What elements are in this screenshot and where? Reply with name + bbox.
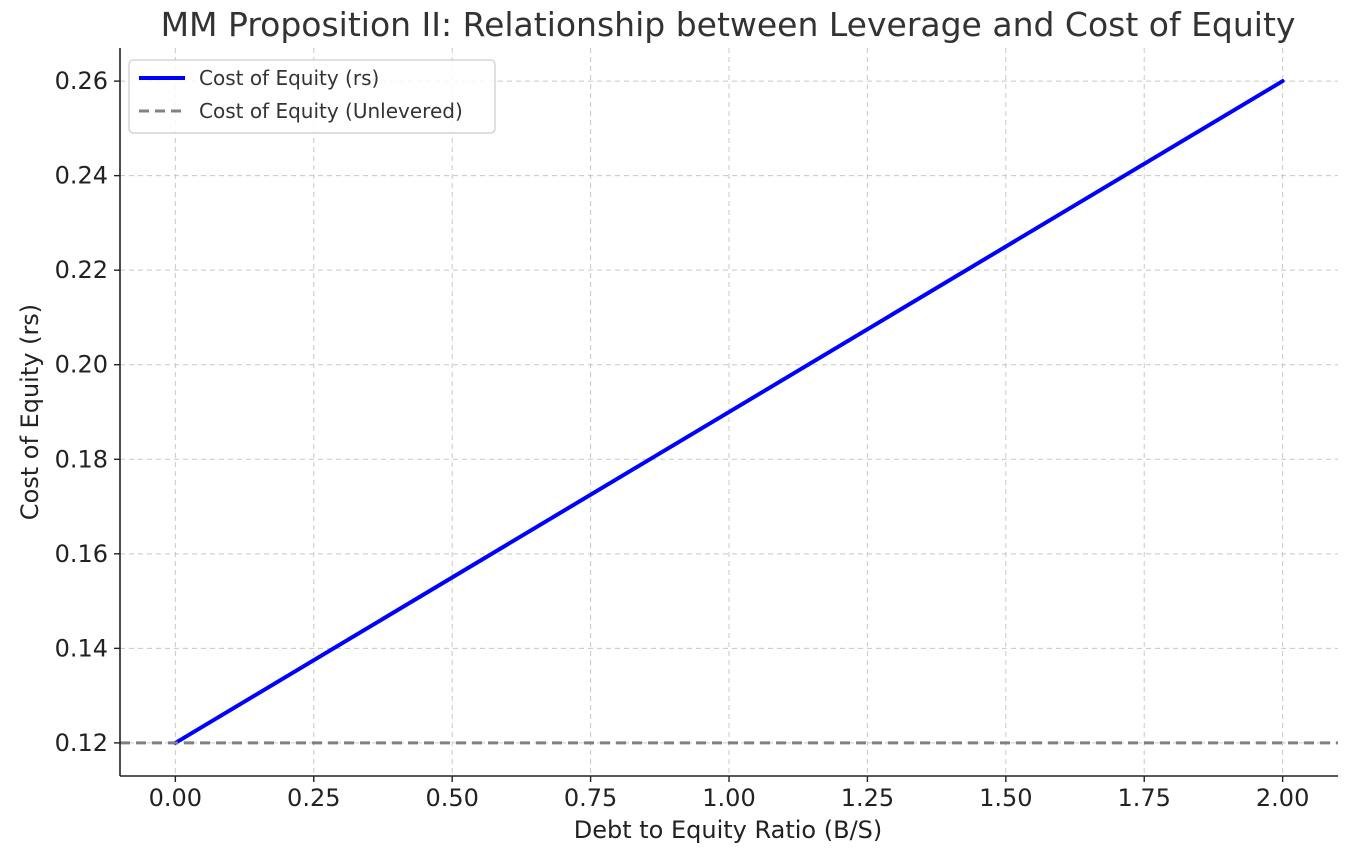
x-tick-label-6: 1.50 xyxy=(979,784,1032,812)
chart-title: MM Proposition II: Relationship between … xyxy=(161,5,1296,44)
x-tick-label-8: 2.00 xyxy=(1256,784,1309,812)
tick-labels: 0.00 0.25 0.50 0.75 1.00 1.25 1.50 1.75 2.00 0.12… xyxy=(55,67,1310,812)
x-tick-label-7: 1.75 xyxy=(1118,784,1171,812)
x-tick-label-2: 0.50 xyxy=(425,784,478,812)
y-tick-label-4: 0.20 xyxy=(55,351,108,379)
y-tick-label-2: 0.16 xyxy=(55,540,108,568)
y-axis-label: Cost of Equity (rs) xyxy=(16,304,44,520)
series-layer xyxy=(120,79,1338,745)
legend-label-rs: Cost of Equity (rs) xyxy=(199,66,379,90)
x-tick-label-3: 0.75 xyxy=(564,784,617,812)
legend: Cost of Equity (rs) Cost of Equity (Unle… xyxy=(128,59,496,134)
y-tick-label-7: 0.26 xyxy=(55,67,108,95)
series-line-rs xyxy=(173,79,1285,745)
legend-box xyxy=(128,59,496,134)
x-tick-label-5: 1.25 xyxy=(841,784,894,812)
y-tick-label-0: 0.12 xyxy=(55,729,108,757)
x-axis-label: Debt to Equity Ratio (B/S) xyxy=(574,816,883,844)
axes xyxy=(114,48,1338,782)
x-tick-label-0: 0.00 xyxy=(149,784,202,812)
y-tick-label-3: 0.18 xyxy=(55,445,108,473)
y-tick-label-5: 0.22 xyxy=(55,256,108,284)
x-tick-label-4: 1.00 xyxy=(702,784,755,812)
y-tick-label-1: 0.14 xyxy=(55,634,108,662)
legend-label-unlevered: Cost of Equity (Unlevered) xyxy=(199,99,463,123)
y-tick-label-6: 0.24 xyxy=(55,162,108,190)
x-tick-label-1: 0.25 xyxy=(287,784,340,812)
